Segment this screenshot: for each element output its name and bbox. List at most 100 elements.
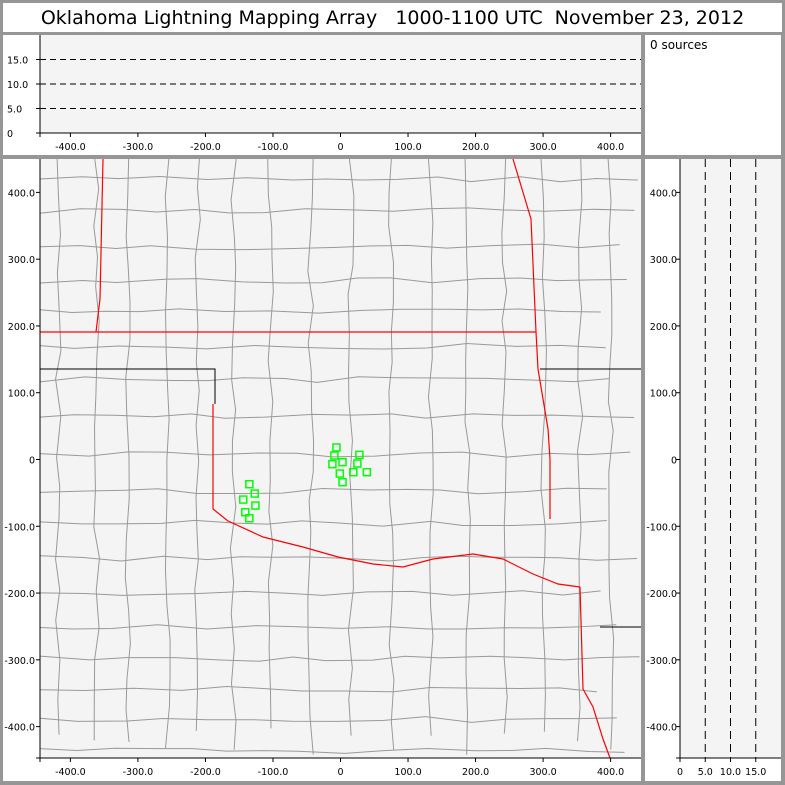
x-tick-label: 0 xyxy=(337,142,343,153)
y-tick-label: -300.0 xyxy=(646,656,677,667)
x-tick-label: 400.0 xyxy=(597,767,624,778)
county-line xyxy=(39,376,610,383)
county-line xyxy=(39,487,607,495)
y-tick-label: 200.0 xyxy=(650,322,677,333)
x-tick-label: 10.0 xyxy=(720,767,741,778)
x-tick-label: 0 xyxy=(337,767,343,778)
map-panel: 400.0 300.0 200.0 100.0 0 -100.0 -200.0 -300.0 -… xyxy=(3,158,641,781)
x-tick-label: 100.0 xyxy=(394,767,421,778)
chart-title: Oklahoma Lightning Mapping Array 1000-11… xyxy=(3,3,782,32)
state-border-red xyxy=(212,404,581,588)
y-tick-label: 400.0 xyxy=(8,188,35,199)
x-tick-label: 0 xyxy=(677,767,683,778)
x-tick-label: 5.0 xyxy=(698,767,713,778)
sources-count: 0 sources xyxy=(650,38,708,52)
x-tick-label: 400.0 xyxy=(597,142,624,153)
y-tick-label: 300.0 xyxy=(650,255,677,266)
county-line xyxy=(39,277,627,284)
source-marker xyxy=(338,457,347,467)
county-line xyxy=(39,716,617,723)
county-line xyxy=(307,158,315,755)
source-marker xyxy=(328,459,337,469)
y-tick-label: 5.0 xyxy=(7,105,22,116)
county-line xyxy=(347,158,355,736)
y-tick-label: -100.0 xyxy=(646,522,677,533)
y-tick-label: 100.0 xyxy=(8,389,35,400)
y-tick-label: 100.0 xyxy=(650,389,677,400)
source-marker xyxy=(355,450,364,460)
county-line xyxy=(39,243,620,251)
ns-altitude-panel: 0 5.0 10.0 15.0 400.0 300.0 200.0 100.0 0 -100.0 -… xyxy=(645,159,781,781)
county-line xyxy=(124,158,131,742)
county-line xyxy=(39,207,635,214)
county-line xyxy=(39,590,601,596)
x-tick-label: -200.0 xyxy=(190,767,221,778)
county-line xyxy=(39,685,597,693)
y-tick-label: 300.0 xyxy=(8,255,35,266)
source-marker xyxy=(362,467,372,477)
x-tick-label: -400.0 xyxy=(55,767,86,778)
y-tick-label: -100.0 xyxy=(4,522,35,533)
x-tick-label: -400.0 xyxy=(55,142,86,153)
state-border-red xyxy=(579,586,611,759)
y-tick-label: -400.0 xyxy=(4,723,35,734)
y-tick-label: 200.0 xyxy=(8,322,35,333)
source-marker xyxy=(335,469,345,478)
x-tick-label: 300.0 xyxy=(529,767,556,778)
y-tick-label: -300.0 xyxy=(4,656,35,667)
source-marker xyxy=(330,451,339,460)
county-line xyxy=(464,158,471,755)
source-marker xyxy=(251,501,260,510)
x-tick-label: 300.0 xyxy=(529,142,556,153)
source-marker xyxy=(239,495,248,504)
source-marker xyxy=(349,467,358,477)
x-tick-label: -300.0 xyxy=(123,142,154,153)
county-line xyxy=(39,747,625,754)
y-tick-label: 0 xyxy=(7,129,13,140)
county-borders xyxy=(39,158,640,755)
source-marker xyxy=(245,514,254,523)
x-tick-label: 200.0 xyxy=(462,767,489,778)
county-line xyxy=(267,158,274,729)
county-line xyxy=(194,158,201,731)
y-tick-label: 400.0 xyxy=(650,188,677,199)
county-line xyxy=(427,158,434,736)
x-tick-label: 100.0 xyxy=(394,142,421,153)
y-tick-label: 0 xyxy=(671,456,677,467)
x-tick-label: -200.0 xyxy=(190,142,221,153)
county-line xyxy=(576,158,584,742)
altitude-plot: 0 5.0 10.0 15.0 -400.0 -300.0 -200.0 -100.0 0 100… xyxy=(7,35,641,153)
altitude-panel: 0 5.0 10.0 15.0 -400.0 -300.0 -200.0 -100.0 0 100… xyxy=(3,35,641,155)
county-line xyxy=(39,175,638,183)
source-marker xyxy=(245,479,254,489)
source-marker xyxy=(353,459,362,468)
state-border-red xyxy=(512,158,551,519)
x-tick-label: -100.0 xyxy=(258,767,289,778)
county-line xyxy=(39,519,607,527)
state-border-red xyxy=(95,158,104,333)
source-marker xyxy=(338,477,347,487)
x-tick-label: -100.0 xyxy=(258,142,289,153)
plan-view-map: 400.0 300.0 200.0 100.0 0 -100.0 -200.0 -300.0 -… xyxy=(4,158,641,778)
y-tick-label: -200.0 xyxy=(4,589,35,600)
y-tick-label: 0 xyxy=(29,456,35,467)
sources-panel: 0 sources xyxy=(645,35,781,155)
county-line xyxy=(607,158,615,750)
y-tick-label: -200.0 xyxy=(646,589,677,600)
county-line xyxy=(540,158,547,732)
county-line xyxy=(388,158,395,750)
county-line xyxy=(39,451,631,458)
source-marker xyxy=(250,489,259,498)
x-tick-label: -300.0 xyxy=(123,767,154,778)
county-line xyxy=(229,158,237,750)
y-tick-label: 10.0 xyxy=(7,80,28,91)
x-tick-label: 15.0 xyxy=(745,767,766,778)
county-line xyxy=(93,158,100,741)
y-tick-label: 15.0 xyxy=(7,56,28,67)
county-line xyxy=(39,342,606,350)
county-line xyxy=(39,308,601,314)
county-line xyxy=(55,158,62,735)
county-line xyxy=(39,413,635,419)
county-line xyxy=(164,158,171,749)
source-marker xyxy=(332,443,341,452)
